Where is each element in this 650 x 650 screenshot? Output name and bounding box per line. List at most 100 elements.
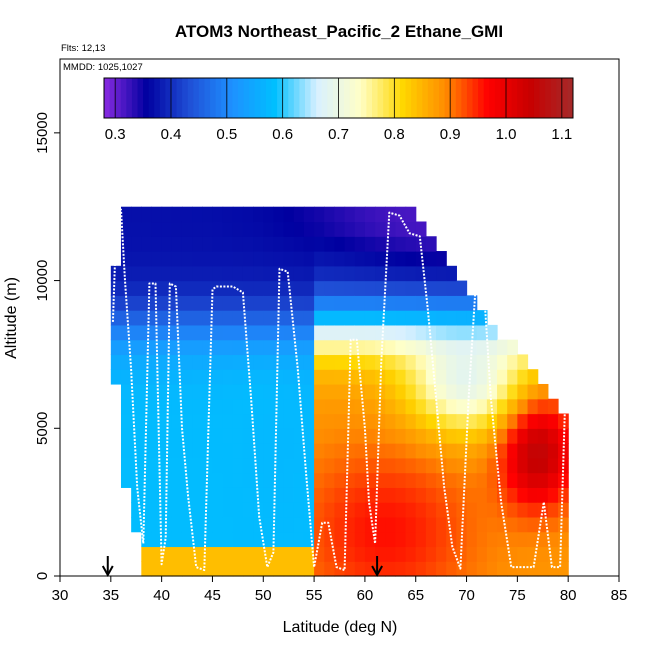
heatmap-cell bbox=[181, 295, 193, 311]
heatmap-cell bbox=[375, 295, 386, 311]
heatmap-cell bbox=[497, 413, 508, 429]
heatmap-cell bbox=[253, 236, 264, 252]
heatmap-cell bbox=[364, 310, 376, 326]
heatmap-cell bbox=[293, 457, 305, 474]
heatmap-cell bbox=[293, 354, 305, 370]
heatmap-cell bbox=[192, 236, 203, 252]
heatmap-cell bbox=[527, 428, 539, 444]
heatmap-cell bbox=[476, 369, 488, 385]
heatmap-cell bbox=[405, 251, 417, 267]
heatmap-cell bbox=[212, 443, 224, 459]
heatmap-cell bbox=[212, 369, 224, 385]
heatmap-cell bbox=[161, 221, 173, 237]
heatmap-cell bbox=[497, 472, 508, 488]
heatmap-cell bbox=[212, 398, 224, 415]
heatmap-cell bbox=[222, 221, 234, 237]
heatmap-cell bbox=[120, 413, 132, 429]
heatmap-cell bbox=[497, 339, 508, 356]
heatmap-cell bbox=[364, 251, 376, 267]
heatmap-cell bbox=[466, 443, 478, 459]
heatmap-cell bbox=[161, 280, 173, 296]
heatmap-cell bbox=[456, 502, 468, 518]
heatmap-cell bbox=[273, 413, 285, 429]
colorbar-swatch bbox=[243, 78, 250, 118]
heatmap-cell bbox=[324, 354, 336, 370]
heatmap-cell bbox=[171, 354, 183, 370]
heatmap-cell bbox=[141, 516, 153, 533]
heatmap-cell bbox=[507, 413, 518, 429]
heatmap-cell bbox=[263, 546, 275, 562]
heatmap-cell bbox=[293, 487, 305, 503]
heatmap-cell bbox=[253, 531, 264, 548]
heatmap-cell bbox=[202, 221, 214, 237]
heatmap-cell bbox=[324, 443, 336, 459]
heatmap-cell bbox=[263, 369, 275, 385]
heatmap-cell bbox=[517, 561, 529, 577]
heatmap-cell bbox=[334, 457, 346, 474]
heatmap-cell bbox=[385, 339, 396, 356]
heatmap-cell bbox=[486, 324, 498, 341]
heatmap-cell bbox=[405, 413, 417, 429]
heatmap-cell bbox=[181, 398, 193, 415]
heatmap-cell bbox=[405, 443, 417, 459]
heatmap-cell bbox=[303, 516, 315, 533]
heatmap-cell bbox=[222, 502, 234, 518]
heatmap-cell bbox=[395, 295, 407, 311]
flight-track bbox=[111, 205, 568, 572]
heatmap-cell bbox=[171, 236, 183, 252]
heatmap-cell bbox=[375, 221, 386, 237]
heatmap-cell bbox=[161, 369, 173, 385]
heatmap-cell bbox=[375, 516, 386, 533]
heatmap-cell bbox=[517, 383, 529, 400]
colorbar-swatch bbox=[215, 78, 222, 118]
heatmap-cell bbox=[375, 443, 386, 459]
colorbar-swatch bbox=[238, 78, 245, 118]
heatmap-cell bbox=[283, 472, 295, 488]
heatmap-cell bbox=[131, 339, 142, 356]
heatmap-cell bbox=[385, 251, 396, 267]
heatmap-cell bbox=[446, 502, 457, 518]
heatmap-cell bbox=[354, 295, 366, 311]
heatmap-cell bbox=[202, 413, 214, 429]
heatmap-cell bbox=[466, 354, 478, 370]
heatmap-cell bbox=[232, 236, 244, 252]
heatmap-cell bbox=[131, 487, 142, 503]
colorbar-swatch bbox=[455, 78, 462, 118]
colorbar-swatch bbox=[226, 78, 233, 118]
heatmap-cell bbox=[171, 487, 183, 503]
heatmap-cell bbox=[314, 369, 325, 385]
heatmap-cell bbox=[283, 354, 295, 370]
heatmap-cell bbox=[517, 398, 529, 415]
colorbar-swatch bbox=[416, 78, 423, 118]
heatmap-cell bbox=[192, 383, 203, 400]
heatmap-cell bbox=[222, 339, 234, 356]
heatmap-cell bbox=[517, 413, 529, 429]
heatmap-cell bbox=[395, 383, 407, 400]
heatmap-cell bbox=[344, 502, 356, 518]
heatmap-cell bbox=[263, 324, 275, 341]
heatmap-cell bbox=[558, 502, 569, 518]
heatmap-cell bbox=[293, 280, 305, 296]
heatmap-cell bbox=[395, 457, 407, 474]
colorbar-swatch bbox=[494, 78, 501, 118]
heatmap-cell bbox=[334, 324, 346, 341]
heatmap-cell bbox=[415, 502, 427, 518]
heatmap-cell bbox=[181, 265, 193, 282]
heatmap-cell bbox=[242, 236, 254, 252]
heatmap-cell bbox=[293, 428, 305, 444]
heatmap-cell bbox=[120, 443, 132, 459]
heatmap-cell bbox=[537, 561, 549, 577]
heatmap-cell bbox=[273, 295, 285, 311]
heatmap-cell bbox=[232, 280, 244, 296]
heatmap-cell bbox=[425, 428, 437, 444]
heatmap-cell bbox=[151, 531, 163, 548]
heatmap-cell bbox=[405, 280, 417, 296]
heatmap-cell bbox=[171, 516, 183, 533]
latitude-arrow-head bbox=[101, 565, 114, 578]
heatmap-cell bbox=[212, 457, 224, 474]
heatmap-cell bbox=[171, 339, 183, 356]
heatmap-cell bbox=[303, 561, 315, 577]
heatmap-cell bbox=[415, 546, 427, 562]
heatmap-cell bbox=[558, 457, 569, 474]
heatmap-cell bbox=[171, 251, 183, 267]
